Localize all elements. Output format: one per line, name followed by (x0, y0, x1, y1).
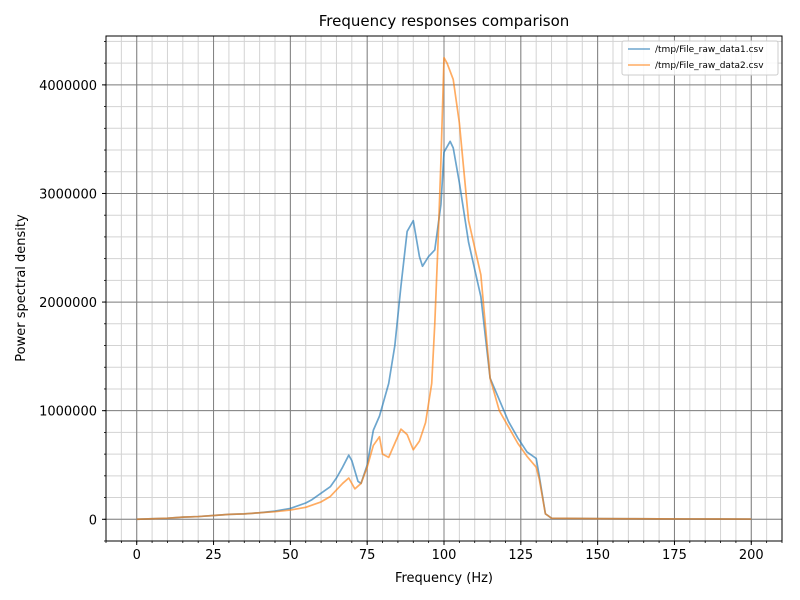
axis-ticks (102, 41, 783, 545)
y-tick-label: 0 (89, 513, 97, 528)
legend: /tmp/File_raw_data1.csv /tmp/File_raw_da… (621, 40, 779, 76)
y-tick-label: 1000000 (39, 405, 97, 420)
tick-labels: 0 25 50 75 100 125 150 175 200 0 1000000 2000000 300… (39, 79, 764, 563)
legend-box (621, 40, 779, 76)
x-tick-label: 150 (585, 548, 610, 563)
legend-label-series-1: /tmp/File_raw_data1.csv (655, 45, 764, 55)
y-tick-label: 3000000 (39, 187, 97, 202)
legend-label-series-2: /tmp/File_raw_data2.csv (655, 61, 764, 71)
x-tick-label: 175 (662, 548, 687, 563)
y-tick-label: 4000000 (39, 79, 97, 94)
x-tick-label: 0 (133, 548, 141, 563)
x-tick-label: 200 (739, 548, 764, 563)
series-line-2 (136, 56, 752, 521)
x-axis-label: Frequency (Hz) (395, 571, 493, 586)
x-tick-label: 100 (432, 548, 457, 563)
chart-title: Frequency responses comparison (319, 12, 570, 30)
series-layer (136, 56, 752, 521)
major-grid (106, 36, 782, 541)
y-tick-label: 2000000 (39, 296, 97, 311)
y-axis-label: Power spectral density (14, 214, 29, 362)
x-tick-label: 125 (508, 548, 533, 563)
x-tick-label: 50 (282, 548, 299, 563)
x-tick-label: 75 (359, 548, 376, 563)
x-tick-label: 25 (205, 548, 222, 563)
